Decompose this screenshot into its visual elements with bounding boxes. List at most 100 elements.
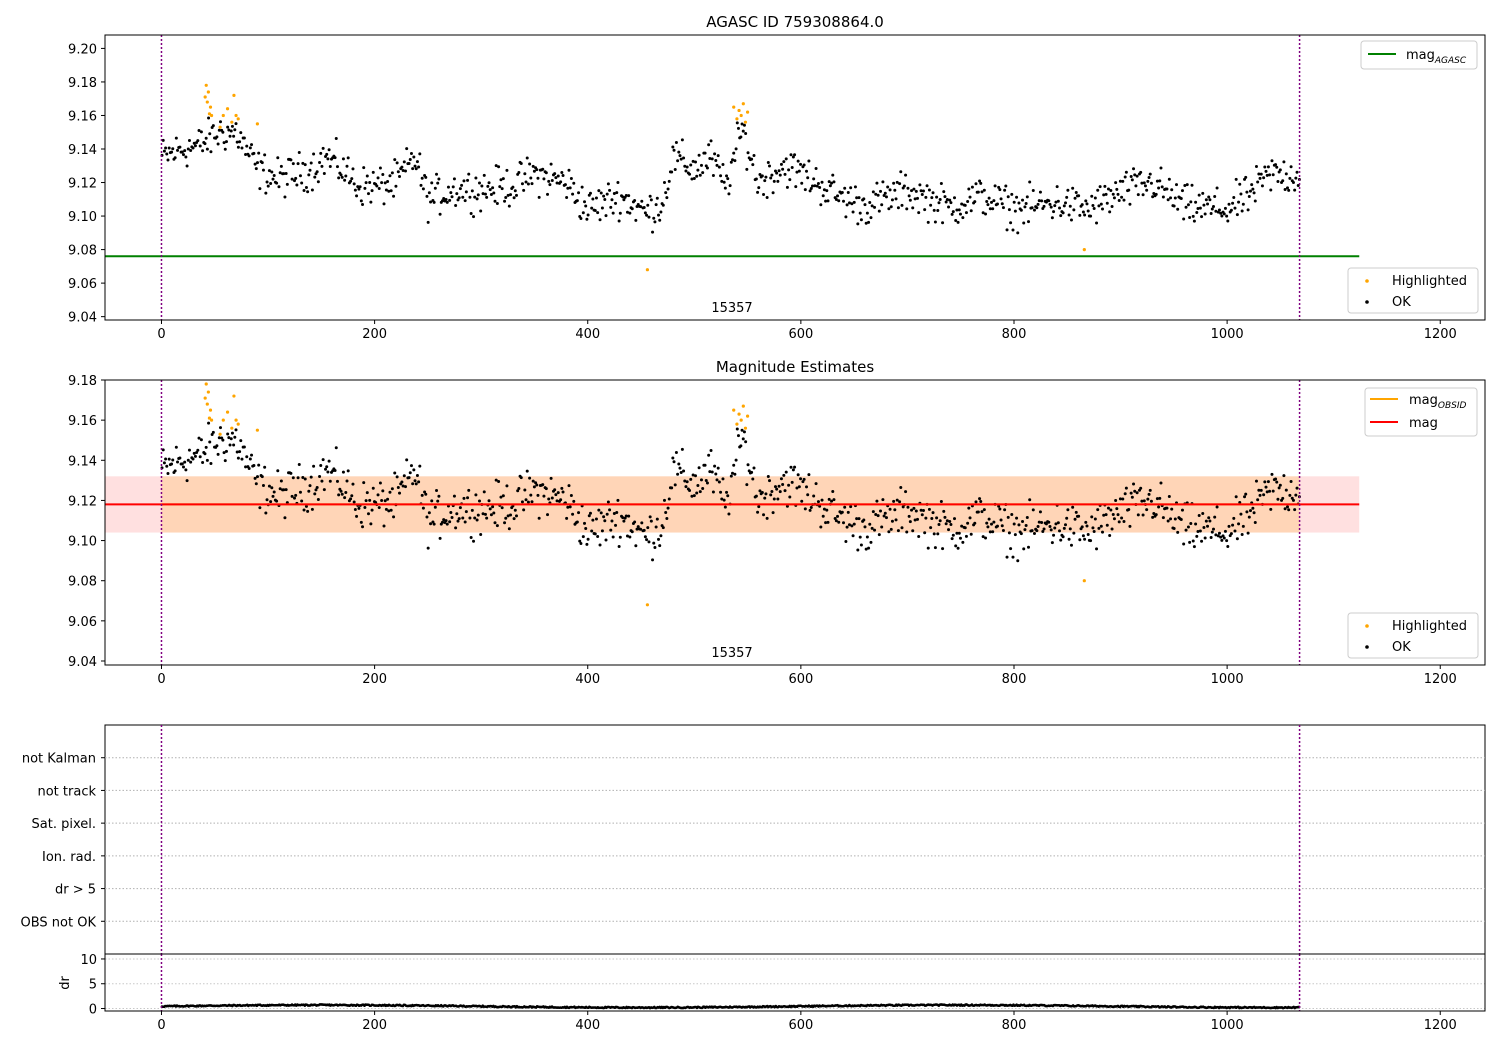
point-ok [1080, 203, 1084, 207]
point-ok [913, 518, 917, 522]
point-ok [318, 474, 322, 478]
point-ok [701, 171, 705, 175]
point-ok [451, 185, 455, 189]
point-ok [667, 179, 671, 183]
point-ok [623, 516, 627, 520]
point-ok [283, 516, 287, 520]
axes-frame [104, 34, 1486, 321]
point-ok [1081, 534, 1085, 538]
point-ok [808, 189, 812, 193]
point-ok [1263, 480, 1267, 484]
point-ok [1190, 183, 1194, 187]
point-ok [967, 506, 971, 510]
point-ok [1198, 206, 1202, 210]
point-ok [176, 148, 180, 152]
point-ok [715, 478, 719, 482]
point-ok [228, 443, 232, 447]
point-ok [389, 189, 393, 193]
point-ok [1105, 201, 1109, 205]
point-ok [736, 126, 740, 130]
point-ok [356, 185, 360, 189]
point-ok [1080, 525, 1084, 529]
point-ok [1022, 221, 1026, 225]
point-ok [486, 184, 490, 188]
point-ok [1180, 508, 1184, 512]
point-ok [1216, 210, 1220, 214]
point-ok [528, 162, 532, 166]
point-ok [1001, 528, 1005, 532]
point-ok [233, 128, 237, 132]
point-ok [1284, 488, 1288, 492]
point-ok [1010, 192, 1014, 196]
point-ok [357, 187, 361, 191]
x-tick-label: 400 [575, 327, 600, 342]
point-ok [461, 195, 465, 199]
point-ok [371, 486, 375, 490]
point-ok [1068, 204, 1072, 208]
point-ok [1223, 529, 1227, 533]
point-ok [423, 490, 427, 494]
point-ok [324, 467, 328, 471]
point-ok [1058, 206, 1062, 210]
point-ok [898, 500, 902, 504]
point-ok [333, 469, 337, 473]
point-ok [887, 207, 891, 211]
point-ok [524, 498, 528, 502]
point-ok [1106, 506, 1110, 510]
point-ok [1069, 543, 1073, 547]
point-highlighted [225, 410, 230, 414]
point-ok [614, 201, 618, 205]
point-ok [716, 466, 720, 470]
point-ok [500, 187, 504, 191]
point-ok [1130, 495, 1134, 499]
point-ok [560, 170, 564, 174]
point-ok [581, 535, 585, 539]
point-ok [245, 144, 249, 148]
point-ok [495, 202, 499, 206]
point-ok [289, 471, 293, 475]
point-ok [703, 151, 707, 155]
point-ok [694, 160, 698, 164]
point-ok [920, 513, 924, 517]
point-ok [912, 506, 916, 510]
point-ok [938, 519, 942, 523]
point-ok [278, 487, 282, 491]
point-ok [985, 199, 989, 203]
point-ok [819, 525, 823, 529]
point-ok [1247, 515, 1251, 519]
point-ok [1093, 517, 1097, 521]
point-ok [988, 530, 992, 534]
point-ok [964, 534, 968, 538]
point-ok [1058, 529, 1062, 533]
point-ok [691, 473, 695, 477]
point-ok [812, 177, 816, 181]
point-ok [333, 156, 337, 160]
point-ok [1111, 512, 1115, 516]
point-ok [851, 534, 855, 538]
point-ok [187, 448, 191, 452]
point-ok [1038, 510, 1042, 514]
point-ok [183, 149, 187, 153]
point-ok [321, 458, 325, 462]
point-ok [842, 199, 846, 203]
point-ok [870, 204, 874, 208]
point-ok [1031, 188, 1035, 192]
point-ok [1023, 528, 1027, 532]
point-ok [541, 483, 545, 487]
point-ok [1238, 501, 1242, 505]
point-ok [504, 516, 508, 520]
point-ok [751, 477, 755, 481]
point-ok [550, 496, 554, 500]
point-ok [834, 197, 838, 201]
chart-title: Magnitude Estimates [716, 358, 874, 376]
point-ok [218, 120, 222, 124]
point-ok [992, 199, 996, 203]
point-highlighted [218, 432, 222, 436]
point-ok [1241, 202, 1245, 206]
x-tick-label: 400 [575, 1018, 600, 1033]
point-ok [605, 192, 609, 196]
point-ok [1059, 538, 1063, 542]
point-ok [1064, 523, 1068, 527]
plot-area [105, 35, 1360, 320]
point-ok [541, 167, 545, 171]
